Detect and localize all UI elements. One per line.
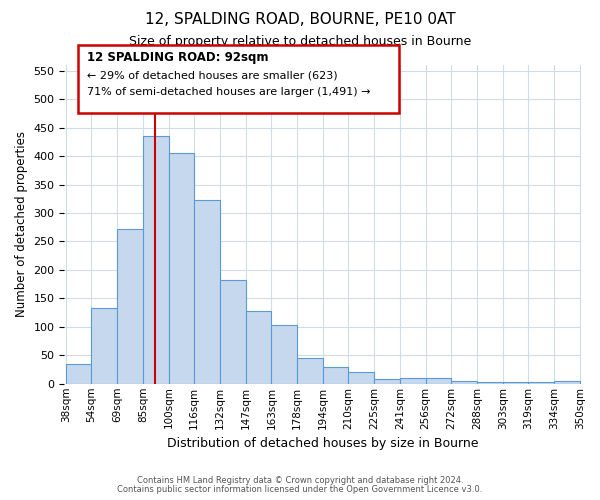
Bar: [477, 382, 503, 384]
Y-axis label: Number of detached properties: Number of detached properties: [15, 132, 28, 318]
Bar: [529, 382, 554, 384]
Bar: [554, 381, 580, 384]
Bar: [271, 325, 297, 384]
Bar: [503, 382, 529, 384]
Text: Size of property relative to detached houses in Bourne: Size of property relative to detached ho…: [129, 35, 471, 48]
Bar: [374, 379, 400, 384]
Text: 12, SPALDING ROAD, BOURNE, PE10 0AT: 12, SPALDING ROAD, BOURNE, PE10 0AT: [145, 12, 455, 28]
Bar: [194, 200, 220, 384]
Text: Contains public sector information licensed under the Open Government Licence v3: Contains public sector information licen…: [118, 485, 482, 494]
Text: Contains HM Land Registry data © Crown copyright and database right 2024.: Contains HM Land Registry data © Crown c…: [137, 476, 463, 485]
Text: 12 SPALDING ROAD: 92sqm: 12 SPALDING ROAD: 92sqm: [87, 51, 269, 64]
Bar: [143, 136, 169, 384]
Bar: [451, 381, 477, 384]
Bar: [400, 378, 425, 384]
Bar: [169, 153, 194, 384]
Text: 71% of semi-detached houses are larger (1,491) →: 71% of semi-detached houses are larger (…: [87, 88, 371, 98]
Bar: [349, 372, 374, 384]
X-axis label: Distribution of detached houses by size in Bourne: Distribution of detached houses by size …: [167, 437, 479, 450]
Bar: [91, 308, 117, 384]
Bar: [65, 364, 91, 384]
Bar: [245, 311, 271, 384]
Bar: [425, 378, 451, 384]
Bar: [220, 280, 245, 384]
Text: ← 29% of detached houses are smaller (623): ← 29% of detached houses are smaller (62…: [87, 70, 338, 80]
Bar: [323, 366, 349, 384]
Bar: [117, 229, 143, 384]
Bar: [297, 358, 323, 384]
